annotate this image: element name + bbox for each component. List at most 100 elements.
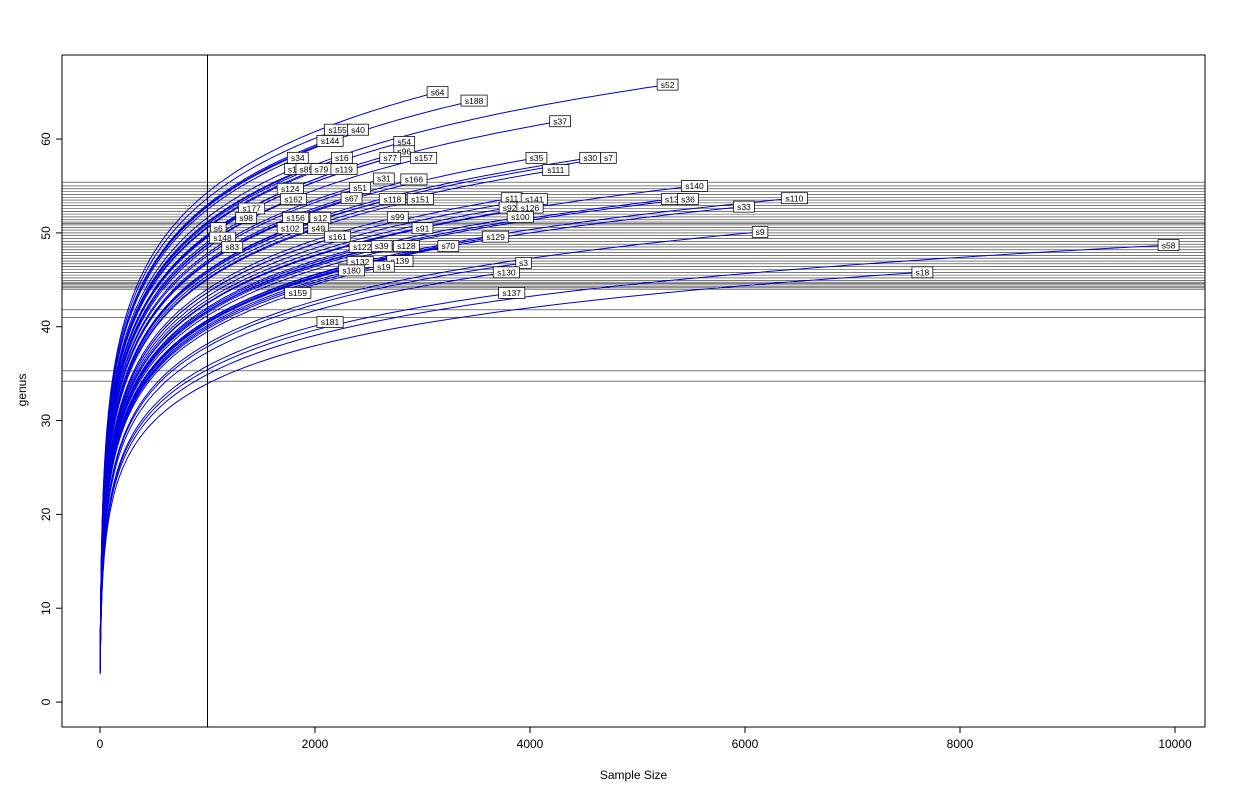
x-axis-label: Sample Size: [599, 768, 668, 782]
curve-label-s11: s11: [505, 193, 518, 203]
y-tick-label: 0: [39, 698, 53, 705]
curve-label-s34: s34: [291, 153, 305, 163]
curve-label-s54: s54: [397, 137, 411, 147]
curve-label-box-s58: [1157, 239, 1180, 251]
x-tick-label: 8000: [947, 737, 974, 751]
rarefaction-curve-s92: [99, 207, 510, 667]
curve-label-box-s35: [525, 151, 548, 164]
curve-label-s67: s67: [345, 193, 359, 203]
curve-label-s16: s16: [335, 153, 349, 163]
curve-label-box-s33: [733, 200, 755, 213]
curve-label-s77: s77: [383, 153, 397, 163]
x-tick-label: 4000: [517, 737, 544, 751]
curve-label-s31: s31: [377, 174, 391, 184]
rarefaction-curve-s58: [99, 244, 1169, 674]
curve-label-s157: s157: [414, 153, 433, 163]
curve-label-s39: s39: [375, 241, 389, 251]
x-tick-label: 2000: [302, 737, 329, 751]
rarefaction-curve-s18: [99, 271, 923, 675]
curve-label-box-s162: [280, 193, 307, 205]
curve-label-s58: s58: [1162, 240, 1176, 250]
rarefaction-curve-s110: [99, 197, 795, 669]
curve-label-box-s77: [379, 151, 402, 164]
curve-label-s111: s111: [547, 165, 564, 175]
curve-label-s79: s79: [315, 164, 329, 174]
rarefaction-curve-s96: [99, 150, 405, 661]
curve-label-s118: s118: [383, 194, 401, 204]
curve-label-s141: s141: [525, 194, 544, 204]
rarefaction-curve-s83: [99, 246, 233, 664]
curve-label-s70: s70: [441, 241, 455, 251]
curve-label-box-s166: [400, 173, 428, 186]
curve-label-box-s99: [386, 211, 409, 223]
y-tick-label: 60: [39, 132, 53, 146]
curve-label-box-s7: [600, 151, 617, 164]
plot-border: [61, 54, 1206, 728]
x-tick-label: 6000: [732, 737, 759, 751]
curve-label-s13: s13: [665, 194, 679, 204]
curve-label-box-s18: [911, 266, 934, 279]
curve-label-s128: s128: [397, 241, 416, 251]
y-tick-label: 10: [39, 601, 53, 615]
curve-label-box-s37: [549, 115, 571, 128]
y-tick-label: 20: [39, 507, 53, 521]
curve-label-s51: s51: [353, 183, 367, 193]
x-tick-label: 10000: [1158, 737, 1192, 751]
y-tick-label: 30: [39, 414, 53, 428]
curve-label-box-s64: [426, 86, 449, 99]
curve-label-s144: s144: [321, 136, 340, 146]
curve-label-s161: s161: [328, 232, 347, 242]
curve-label-box-s181: [316, 316, 344, 328]
curve-label-box-s40: [347, 123, 369, 136]
curve-label-s7: s7: [604, 153, 613, 163]
curve-label-s1: s1: [288, 164, 297, 174]
curve-label-s137: s137: [503, 288, 522, 298]
curve-label-box-s98: [235, 212, 258, 224]
curve-label-s156: s156: [286, 213, 305, 223]
curve-label-s126: s126: [521, 203, 540, 213]
curve-label-s148: s148: [213, 233, 232, 243]
curve-label-box-s129: [482, 230, 510, 243]
curve-label-box-s151: [406, 193, 434, 205]
curve-label-box-s144: [316, 135, 344, 147]
curve-label-s151: s151: [411, 194, 430, 204]
curve-label-s162: s162: [284, 194, 303, 204]
curve-label-box-s111: [542, 164, 570, 176]
curve-label-box-s96: [393, 145, 416, 158]
x-tick-label: 0: [97, 737, 104, 751]
curve-label-s139: s139: [391, 256, 410, 266]
curve-label-s99: s99: [391, 212, 405, 222]
curve-label-box-s137: [498, 287, 526, 299]
curve-label-s122: s122: [353, 242, 372, 252]
curve-label-s129: s129: [486, 232, 505, 242]
curve-label-s92: s92: [503, 203, 517, 213]
curve-label-box-s188: [460, 94, 488, 107]
curve-label-s166: s166: [405, 175, 424, 185]
curve-label-s12: s12: [314, 213, 328, 223]
curve-label-box-s52: [656, 78, 679, 91]
curve-label-s124: s124: [281, 184, 300, 194]
curve-label-s19: s19: [377, 262, 391, 272]
curve-label-box-s140: [681, 180, 708, 192]
rarefaction-curve-s130: [99, 271, 507, 672]
rarefaction-curve-s157: [99, 157, 424, 662]
curve-label-box-s159: [284, 287, 312, 299]
curve-label-s181: s181: [321, 317, 340, 327]
curve-label-box-s128: [392, 240, 420, 252]
curve-label-box-s19: [372, 260, 395, 273]
curve-label-box-s39: [370, 240, 393, 252]
curve-label-s130: s130: [497, 268, 516, 278]
curve-label-s52: s52: [661, 80, 675, 90]
curve-label-box-s180: [338, 264, 366, 277]
curve-label-s64: s64: [431, 87, 445, 97]
curve-label-box-s49: [307, 222, 330, 235]
rarefaction-curve-s52: [99, 84, 668, 660]
curve-label-box-s36: [677, 193, 699, 205]
curve-label-s110: s110: [786, 193, 804, 203]
curve-label-s155: s155: [328, 125, 347, 135]
curve-label-box-s31: [372, 172, 395, 185]
curve-label-s102: s102: [281, 223, 300, 233]
curve-label-s132: s132: [351, 257, 370, 267]
curve-label-box-s110: [780, 192, 808, 205]
